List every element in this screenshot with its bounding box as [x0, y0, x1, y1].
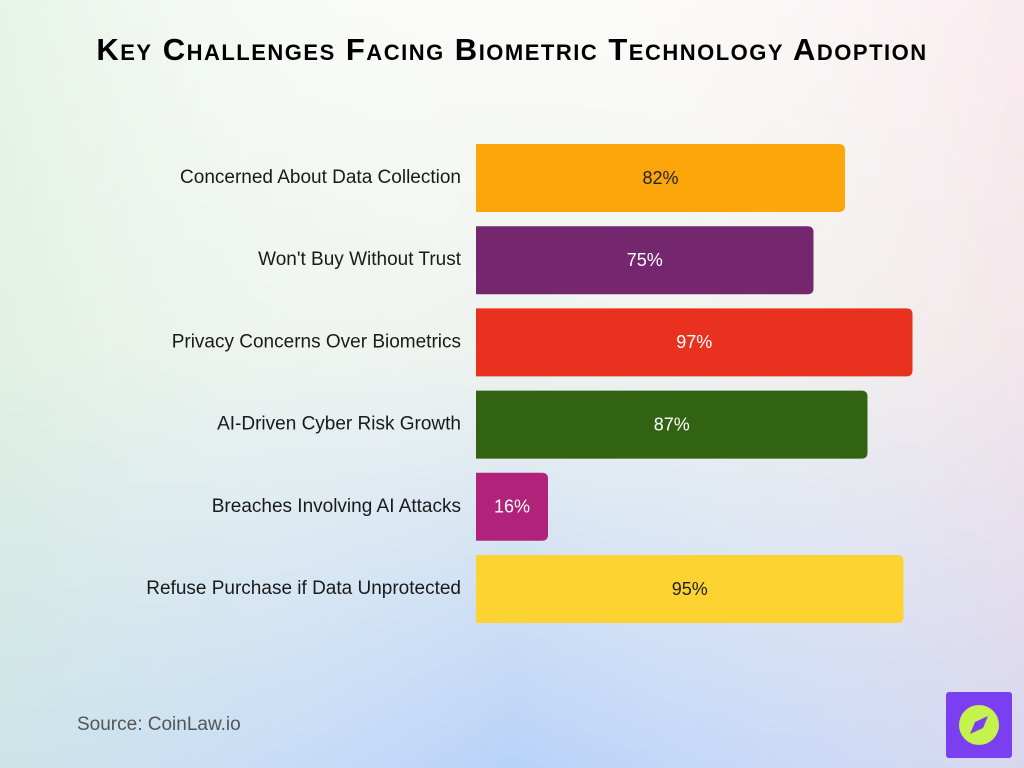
value-label: 95% [672, 579, 708, 599]
bar [476, 308, 913, 377]
category-label: Won't Buy Without Trust [258, 249, 462, 270]
bar [476, 555, 904, 623]
bar [476, 390, 868, 459]
category-label: Privacy Concerns Over Biometrics [172, 331, 461, 352]
value-label: 82% [642, 168, 678, 188]
category-label: AI-Driven Cyber Risk Growth [217, 414, 461, 435]
chart-title: Key Challenges Facing Biometric Technolo… [96, 32, 927, 67]
category-label: Refuse Purchase if Data Unprotected [146, 578, 461, 599]
bar [476, 472, 548, 541]
value-label: 75% [627, 250, 663, 270]
value-label: 87% [654, 414, 690, 434]
category-label: Concerned About Data Collection [180, 167, 461, 188]
bar [476, 226, 814, 295]
source: Source: CoinLaw.io [77, 714, 241, 735]
value-label: 97% [676, 332, 712, 352]
category-label: Breaches Involving AI Attacks [212, 496, 461, 517]
bar [476, 144, 845, 212]
value-label: 16% [494, 497, 530, 517]
logo [946, 692, 1012, 758]
